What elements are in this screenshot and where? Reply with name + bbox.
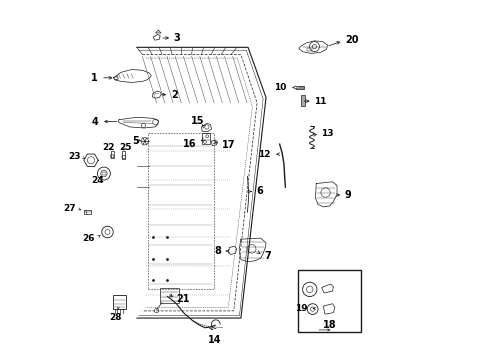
Bar [202, 133, 210, 144]
Text: 16: 16 [182, 139, 196, 149]
Text: 6: 6 [255, 186, 262, 197]
Bar [296, 86, 304, 89]
Text: 25: 25 [119, 143, 131, 152]
Text: 18: 18 [323, 320, 336, 330]
Bar [112, 295, 126, 309]
Bar [301, 95, 304, 106]
Text: 15: 15 [191, 116, 204, 126]
Text: 19: 19 [294, 304, 306, 313]
Bar [122, 150, 125, 159]
Text: 22: 22 [102, 143, 114, 152]
Text: 1: 1 [91, 73, 98, 83]
Bar [306, 48, 311, 51]
Text: 24: 24 [91, 176, 103, 185]
Bar [102, 172, 105, 175]
Text: 20: 20 [344, 35, 358, 45]
Text: 17: 17 [221, 140, 235, 150]
Text: 3: 3 [173, 33, 180, 43]
Bar [298, 270, 360, 332]
Text: 2: 2 [171, 90, 177, 100]
Text: 8: 8 [214, 246, 221, 256]
Text: 27: 27 [63, 204, 76, 213]
Text: 4: 4 [91, 117, 98, 127]
Text: 14: 14 [208, 334, 222, 345]
Text: 21: 21 [176, 294, 190, 304]
Text: 11: 11 [314, 96, 326, 105]
Text: 13: 13 [321, 129, 333, 138]
Bar [160, 288, 179, 303]
Text: 10: 10 [274, 83, 286, 92]
Text: 9: 9 [344, 190, 351, 200]
Text: 23: 23 [68, 152, 80, 161]
Text: 12: 12 [258, 150, 270, 159]
Bar [110, 150, 114, 158]
Text: 7: 7 [264, 251, 271, 261]
Text: 26: 26 [82, 234, 94, 243]
Text: 5: 5 [132, 136, 139, 145]
Text: 28: 28 [109, 314, 122, 323]
Bar [83, 210, 91, 214]
